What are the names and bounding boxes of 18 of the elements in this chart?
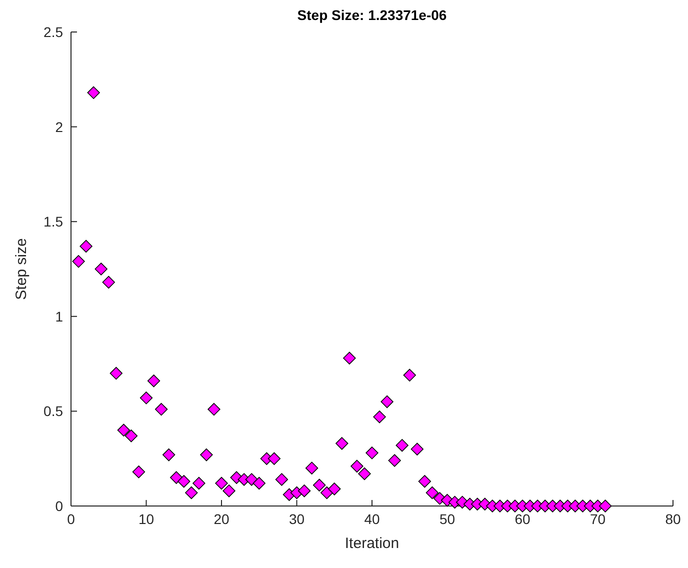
- y-tick-label: 0: [55, 498, 64, 514]
- y-tick-label: 1.5: [44, 214, 64, 230]
- y-tick-label: 2.5: [44, 24, 64, 40]
- x-tick-label: 10: [138, 511, 154, 527]
- x-tick-label: 50: [439, 511, 456, 527]
- x-tick-label: 40: [364, 511, 380, 527]
- x-tick-label: 60: [514, 511, 530, 527]
- x-tick-label: 0: [67, 511, 76, 527]
- x-tick-label: 30: [288, 511, 305, 527]
- y-tick-label: 2: [55, 118, 64, 135]
- x-tick-label: 20: [214, 511, 230, 527]
- x-tick-label: 80: [665, 511, 681, 527]
- y-axis-title: Step size: [13, 238, 30, 300]
- y-tick-label: 0.5: [44, 403, 64, 420]
- y-tick-label: 1: [55, 308, 64, 324]
- x-tick-label: 70: [590, 511, 606, 527]
- x-axis-title: Iteration: [344, 535, 400, 552]
- chart-title: Step Size: 1.23371e-06: [297, 7, 447, 23]
